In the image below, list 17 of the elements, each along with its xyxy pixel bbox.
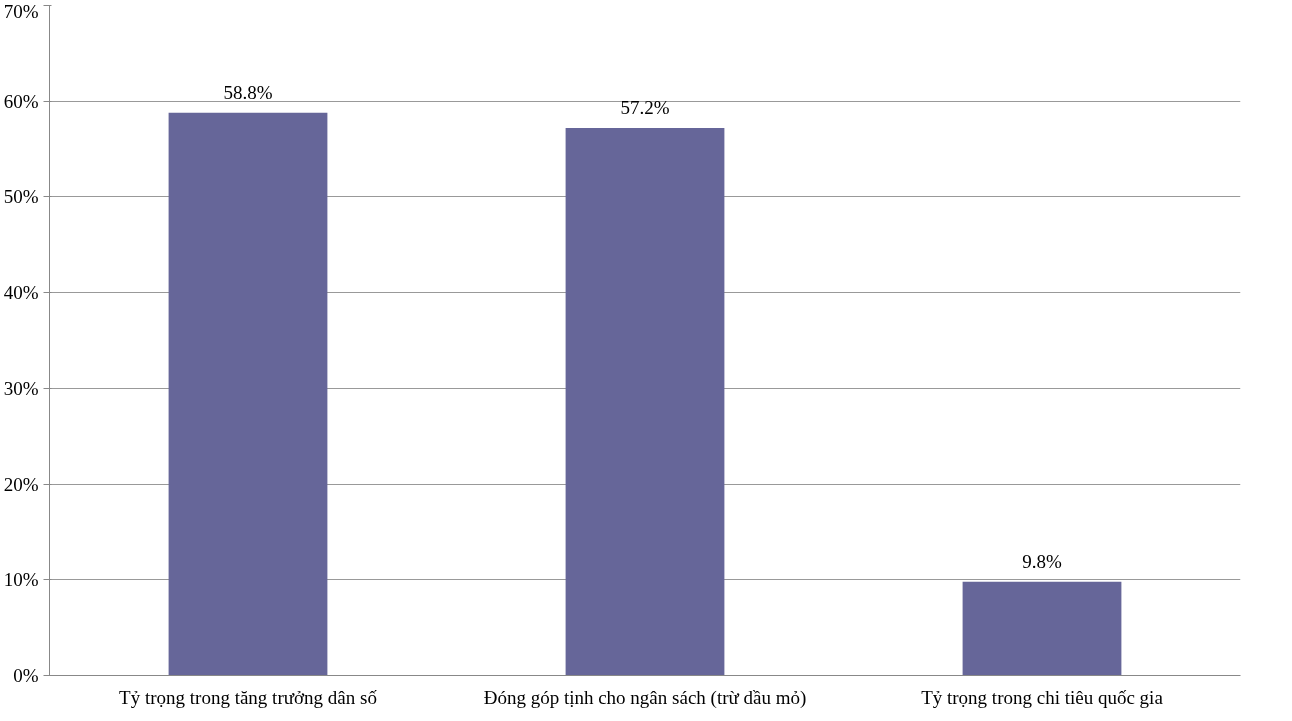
bar: [168, 112, 328, 676]
data-label: 9.8%: [1022, 550, 1062, 572]
x-tick-label: Tỷ trọng trong tăng trưởng dân số: [119, 686, 378, 708]
bar: [565, 128, 725, 676]
data-label: 57.2%: [620, 97, 670, 119]
x-tick-label: Đóng góp tịnh cho ngân sách (trừ dầu mỏ): [483, 686, 807, 709]
y-tick-label: 0%: [13, 665, 39, 686]
y-tick-label: 50%: [3, 186, 39, 208]
y-tick-label: 40%: [3, 282, 39, 304]
y-tick-label: 30%: [3, 377, 39, 399]
y-tick-label: 60%: [3, 90, 39, 112]
x-tick-label: Tỷ trọng trong chi tiêu quốc gia: [921, 686, 1164, 708]
data-label: 58.8%: [223, 81, 273, 103]
y-tick-label: 70%: [3, 0, 39, 22]
y-tick-label: 10%: [3, 569, 39, 591]
bar: [962, 581, 1122, 676]
y-tick-label: 20%: [3, 473, 39, 495]
